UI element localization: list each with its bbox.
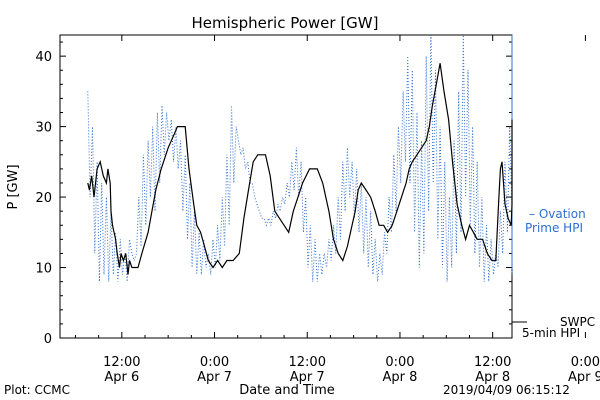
legend-ovation-line1: – Ovation [529, 207, 586, 221]
y-tick-label: 40 [35, 50, 52, 65]
x-tick-label-date: Apr 8 [475, 370, 510, 385]
x-tick-label-time: 0:00 [571, 355, 600, 370]
x-tick-label-date: Apr 6 [104, 370, 139, 385]
footer-timestamp: 2019/04/09 06:15:12 [443, 383, 570, 397]
legend-swpc-line2: 5-min HPI [522, 326, 580, 340]
footer-credit: Plot: CCMC [4, 383, 70, 397]
x-tick-label-date: Apr 7 [197, 370, 232, 385]
y-tick-label: 20 [35, 191, 52, 206]
x-tick-label-time: 12:00 [289, 355, 326, 370]
series-layer [87, 34, 513, 282]
y-tick-label: 10 [35, 262, 52, 277]
x-axis-label: Date and Time [239, 383, 335, 398]
x-tick-label-date: Apr 7 [290, 370, 325, 385]
x-tick-label-time: 0:00 [200, 355, 229, 370]
legend-swpc-line1: SWPC [560, 315, 595, 329]
y-axis-label: P [GW] [6, 164, 21, 209]
x-tick-label-time: 12:00 [474, 355, 511, 370]
x-tick-label-date: Apr 8 [383, 370, 418, 385]
y-tick-label: 0 [44, 332, 52, 347]
x-tick-label-date: Apr 9 [568, 370, 600, 385]
series-swpc-line [87, 63, 513, 275]
legend: – Ovation Prime HPI SWPC 5-min HPI [512, 207, 595, 340]
x-tick-label-time: 0:00 [385, 355, 414, 370]
chart-title: Hemispheric Power [GW] [192, 14, 379, 32]
series-ovation-prime-line [87, 34, 513, 282]
y-tick-label: 30 [35, 121, 52, 136]
x-tick-label-time: 12:00 [103, 355, 140, 370]
legend-ovation-line2: Prime HPI [525, 221, 583, 235]
y-axis: 0 10 20 30 40 [35, 41, 512, 347]
